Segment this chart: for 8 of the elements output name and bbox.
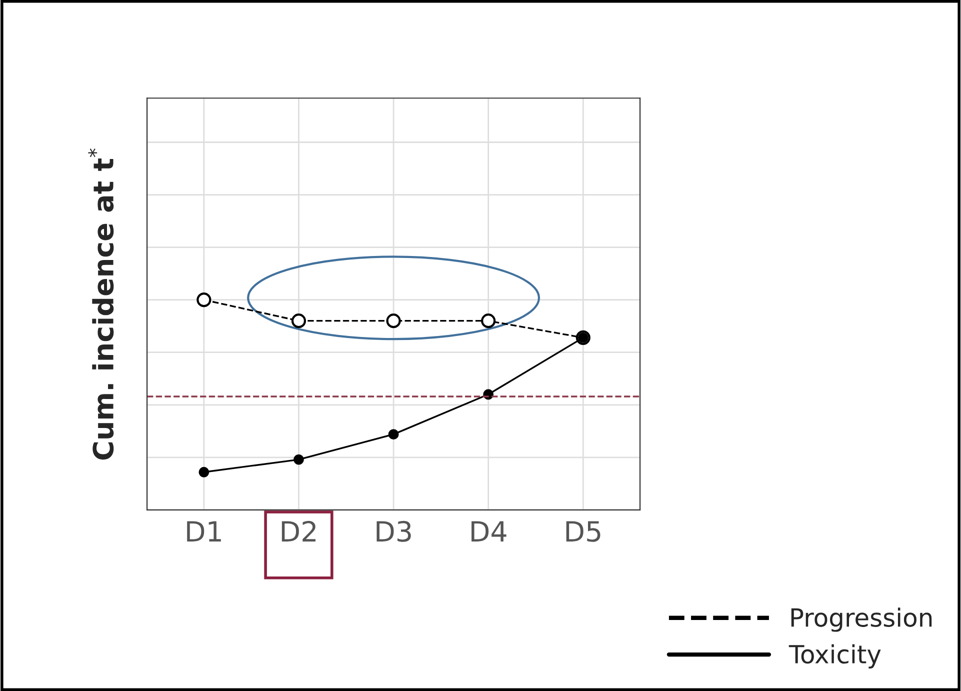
x-tick-label: D4 xyxy=(472,521,506,542)
y-axis-title: Cum. incidence at t$^{*}$ xyxy=(88,148,114,460)
x-tick-label: D3 xyxy=(376,520,411,542)
legend-label: Progression xyxy=(791,608,932,632)
x-tick-label: D2 xyxy=(282,520,316,542)
x-tick-label: D1 xyxy=(187,521,221,542)
legend-label: Toxicity xyxy=(788,644,881,668)
x-tick-label: D5 xyxy=(566,521,600,542)
